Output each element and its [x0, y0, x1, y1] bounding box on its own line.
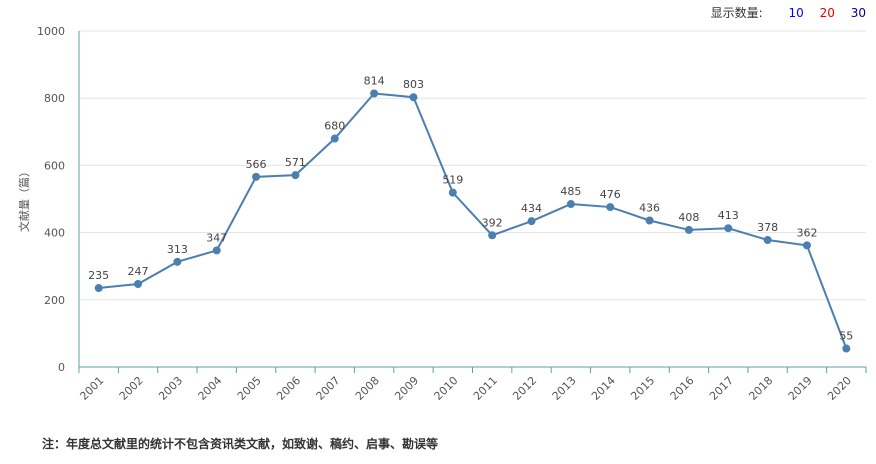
data-label: 413 [718, 209, 739, 222]
x-tick-label: 2003 [156, 374, 185, 403]
x-tick-label: 2005 [235, 374, 264, 403]
x-tick-label: 2012 [510, 374, 539, 403]
data-point [134, 280, 143, 289]
x-tick-label: 2014 [589, 374, 618, 403]
data-point [330, 134, 339, 143]
count-option-20[interactable]: 20 [819, 6, 835, 20]
display-count-label: 显示数量: [710, 6, 763, 20]
y-tick-label: 800 [44, 92, 65, 105]
x-tick-label: 2013 [550, 374, 579, 403]
y-tick-label: 400 [44, 227, 65, 240]
x-tick-label: 2020 [825, 374, 854, 403]
data-point [370, 89, 379, 98]
data-label: 235 [88, 269, 109, 282]
data-label: 803 [403, 78, 424, 91]
data-label: 55 [839, 330, 853, 343]
x-tick-label: 2007 [314, 374, 343, 403]
data-point [684, 225, 693, 234]
y-tick-label: 600 [44, 159, 65, 172]
data-label: 519 [442, 174, 463, 187]
y-tick-label: 0 [58, 361, 65, 374]
data-point [94, 284, 103, 293]
data-label: 378 [757, 221, 778, 234]
data-label: 408 [678, 211, 699, 224]
x-tick-label: 2004 [196, 374, 225, 403]
x-tick-label: 2019 [786, 374, 815, 403]
line-chart: 0 200 400 600 800 1000 文献量（篇） 2001 2002 2003 2004 2… [17, 25, 867, 403]
data-point [291, 171, 300, 180]
data-label: 362 [796, 226, 817, 239]
data-point [409, 93, 418, 102]
series-line [98, 92, 848, 349]
data-label: 347 [206, 231, 227, 244]
x-tick-label: 2001 [77, 374, 106, 403]
data-label: 571 [285, 156, 306, 169]
data-point [724, 224, 733, 233]
data-label: 485 [560, 185, 581, 198]
x-tick-label: 2015 [628, 374, 657, 403]
data-point [527, 217, 536, 226]
count-option-10[interactable]: 10 [788, 6, 804, 20]
x-tick-label: 2016 [668, 374, 697, 403]
data-point [606, 203, 615, 212]
data-point [252, 172, 261, 181]
data-label: 313 [167, 243, 188, 256]
data-label: 814 [364, 74, 385, 87]
data-point [212, 246, 221, 255]
y-axis-title: 文献量（篇） [17, 166, 31, 232]
x-tick-label: 2018 [746, 374, 775, 403]
data-point [488, 231, 497, 240]
data-label: 476 [600, 188, 621, 201]
x-tick-label: 2017 [707, 374, 736, 403]
x-tick-label: 2010 [432, 374, 461, 403]
data-point [645, 216, 654, 225]
count-option-30[interactable]: 30 [850, 6, 866, 20]
x-tick-label: 2008 [353, 374, 382, 403]
data-label: 680 [324, 120, 345, 133]
y-tick-label: 1000 [37, 25, 65, 38]
y-tick-label: 200 [44, 294, 65, 307]
footnote: 注：年度总文献里的统计不包含资讯类文献，如致谢、稿约、启事、勘误等 [42, 437, 439, 451]
x-tick-label: 2002 [117, 374, 146, 403]
data-point [763, 235, 772, 244]
data-label: 392 [482, 216, 503, 229]
data-label: 436 [639, 202, 660, 215]
data-point [842, 344, 851, 353]
x-tick-label: 2009 [392, 374, 421, 403]
x-tick-label: 2006 [274, 374, 303, 403]
data-point [448, 188, 457, 197]
x-tick-label: 2011 [471, 374, 500, 403]
data-label: 247 [128, 265, 149, 278]
data-label: 434 [521, 202, 542, 215]
data-point [173, 257, 182, 266]
display-count-control: 显示数量: 10 20 30 [711, 4, 866, 21]
data-point [566, 200, 575, 209]
data-point [802, 241, 811, 250]
data-label: 566 [246, 158, 267, 171]
